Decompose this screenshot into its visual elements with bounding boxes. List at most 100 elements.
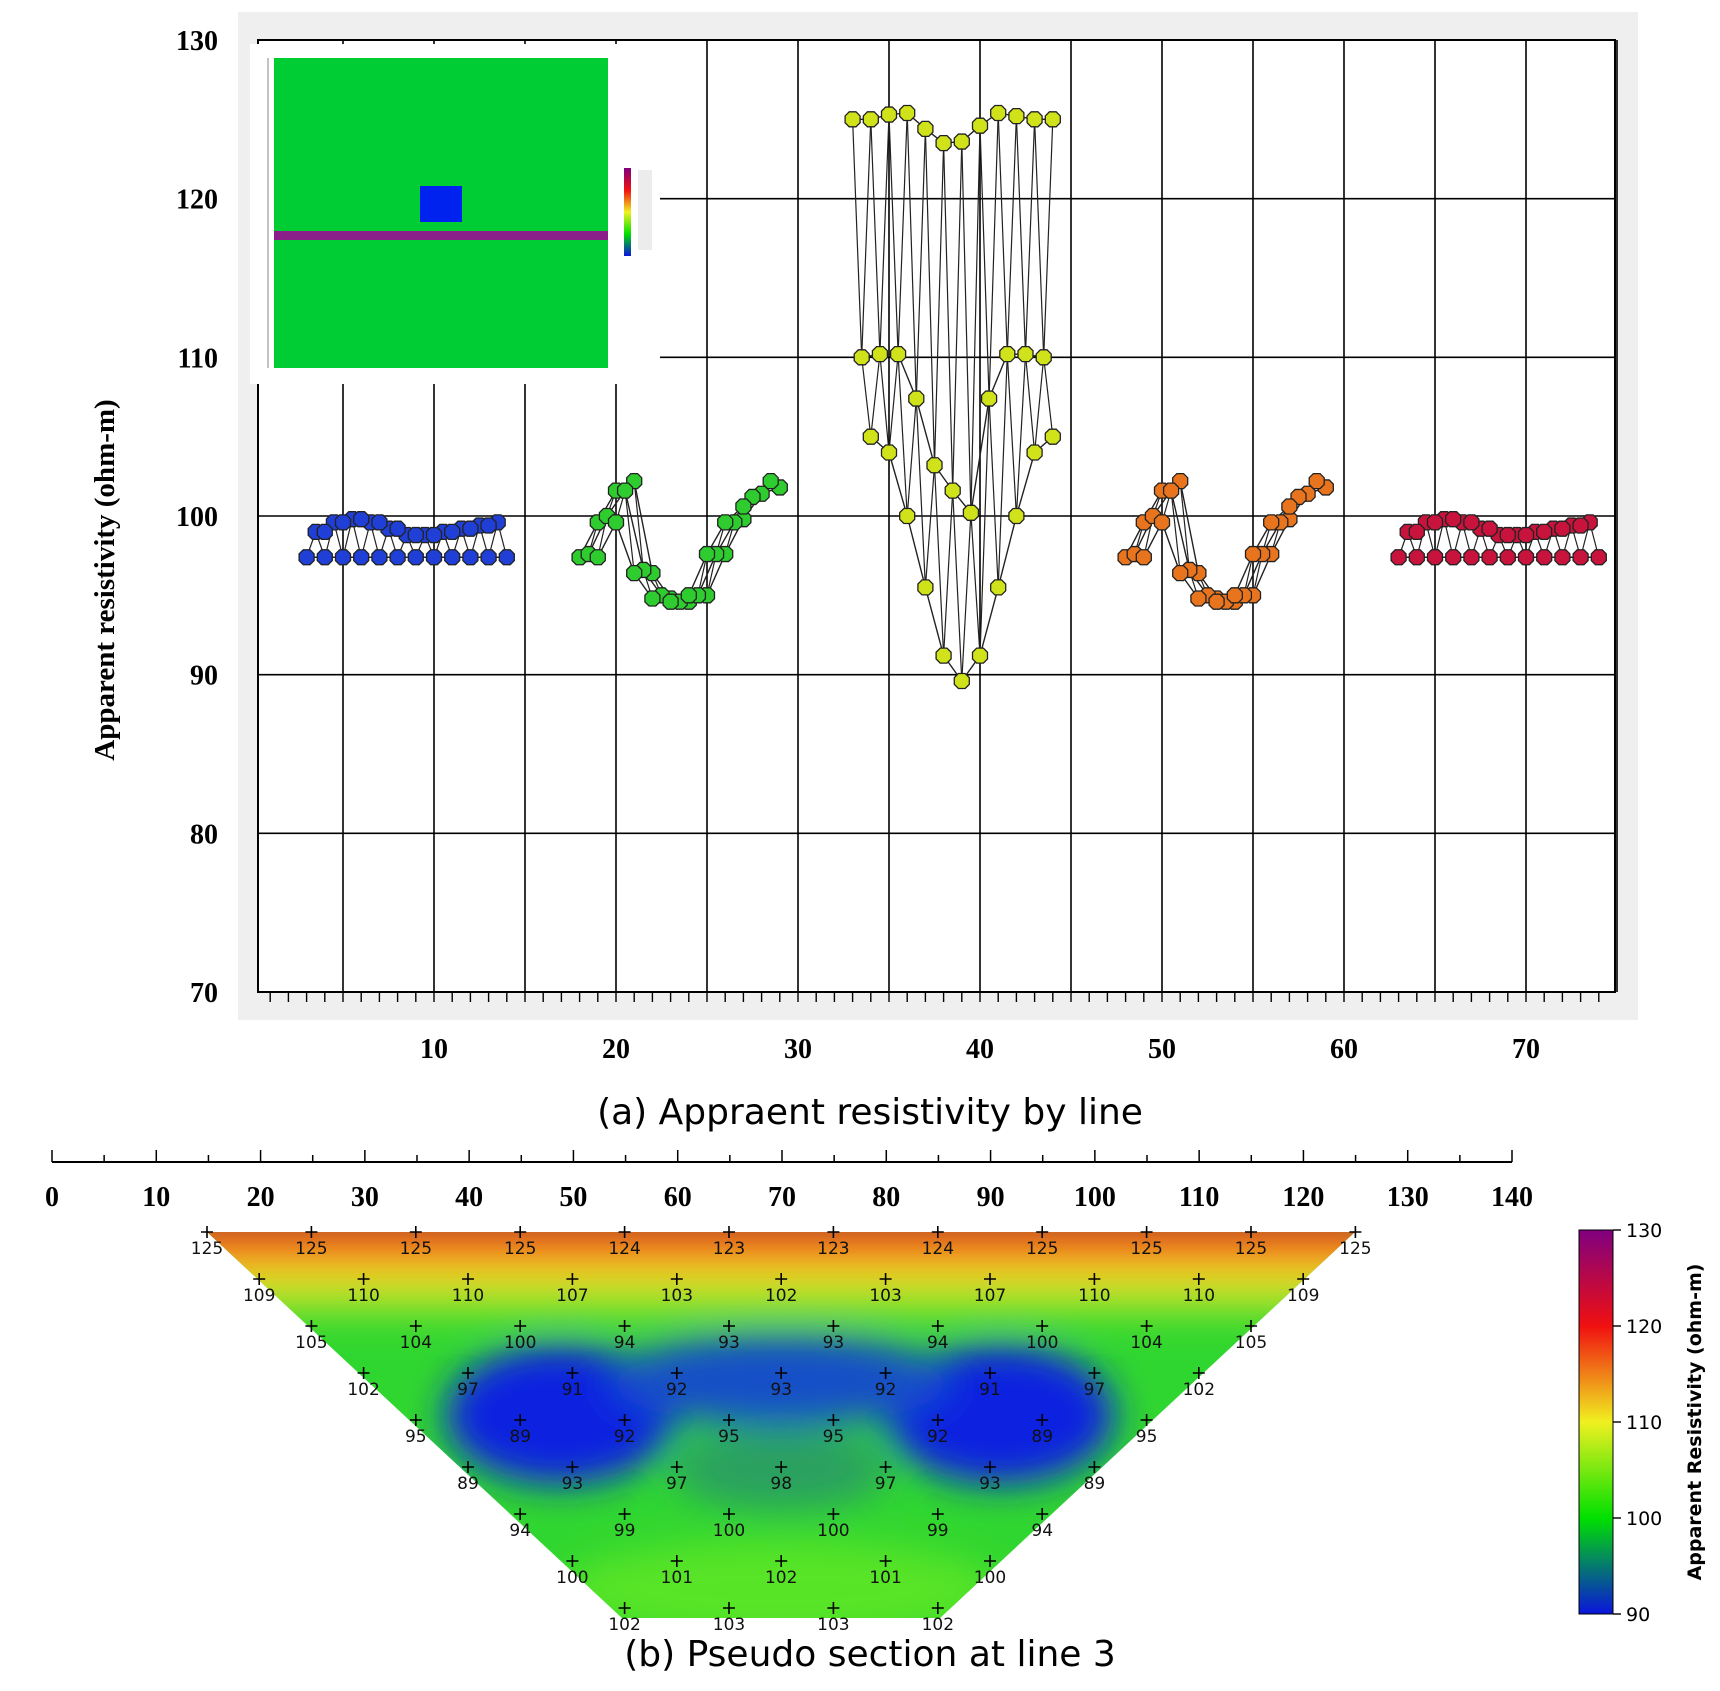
series-connector	[1006, 354, 1017, 517]
data-point	[616, 482, 634, 499]
x-tick-label: 30	[784, 1034, 812, 1065]
series-connector	[1006, 116, 1017, 355]
y-tick-labels-a: 70 80 90 100 110 120 130	[176, 26, 218, 1009]
pseudo-value: 105	[1235, 1333, 1267, 1353]
pseudo-value: 97	[1084, 1380, 1106, 1400]
chart-a: 70 80 90 100 110 120 130 10 20 30 40 50 60 70 Appare…	[89, 12, 1638, 1065]
data-point	[1044, 111, 1061, 128]
pseudo-point-marker	[618, 1320, 631, 1332]
series-connector	[997, 354, 1008, 588]
data-point	[926, 457, 943, 474]
x-tick-label-b: 120	[1282, 1182, 1324, 1213]
pseudo-value: 102	[1183, 1380, 1215, 1400]
data-point	[353, 511, 370, 528]
pseudo-value: 97	[666, 1474, 688, 1494]
series-connector	[943, 490, 954, 656]
y-tick-label: 110	[178, 343, 218, 374]
pseudo-value: 103	[713, 1615, 745, 1635]
series-connector	[879, 114, 890, 355]
pseudo-value: 102	[765, 1286, 797, 1306]
x-tick-label-b: 140	[1491, 1182, 1533, 1213]
pseudo-value: 94	[509, 1521, 531, 1541]
pseudo-value: 107	[974, 1286, 1006, 1306]
x-tick-label: 20	[602, 1034, 630, 1065]
data-point	[1481, 549, 1498, 566]
data-point	[1590, 549, 1607, 566]
pseudo-point-marker	[514, 1508, 527, 1520]
data-point	[371, 514, 388, 531]
data-point	[1408, 523, 1425, 541]
pseudo-point-marker	[670, 1461, 683, 1473]
data-point	[1244, 545, 1262, 563]
data-point	[1536, 549, 1553, 566]
series-connector	[915, 128, 926, 399]
data-point	[899, 104, 916, 122]
series-connector	[1034, 119, 1045, 358]
series-connector	[915, 398, 926, 588]
series-connector	[870, 354, 881, 437]
pseudo-point-marker	[984, 1461, 996, 1473]
pseudo-point-marker	[723, 1414, 735, 1426]
inset-model	[250, 44, 660, 384]
data-point	[480, 549, 497, 566]
pseudo-value: 102	[922, 1615, 954, 1635]
data-point	[1172, 564, 1189, 582]
data-point	[1263, 514, 1280, 531]
colorbar-ticks: 90 100 110 120 130	[1613, 1220, 1662, 1626]
series-connector	[1043, 119, 1054, 358]
pseudo-value: 104	[1130, 1333, 1162, 1353]
pseudo-value: 125	[504, 1239, 536, 1259]
data-point	[425, 526, 443, 544]
series-connector	[952, 141, 963, 491]
data-point	[407, 526, 424, 544]
data-point	[1408, 549, 1425, 566]
x-tick-label-b: 20	[247, 1182, 275, 1213]
pseudo-value: 125	[295, 1239, 327, 1259]
pseudo-point-marker	[566, 1461, 579, 1473]
pseudo-point-marker	[462, 1461, 474, 1473]
data-point	[1572, 517, 1589, 534]
pseudo-point-marker	[409, 1226, 422, 1238]
series-connector	[906, 398, 917, 517]
x-tick-label-b: 40	[455, 1182, 483, 1213]
pseudo-point-marker	[723, 1602, 735, 1614]
pseudo-point-marker	[357, 1367, 370, 1379]
data-point	[999, 346, 1016, 363]
grid-a	[258, 40, 1618, 992]
data-point	[990, 104, 1007, 122]
data-point	[844, 111, 861, 128]
colorbar-tick-label: 120	[1626, 1316, 1662, 1338]
data-point	[298, 549, 315, 566]
data-point	[962, 504, 980, 521]
data-point	[662, 593, 679, 610]
pseudo-point-marker	[827, 1414, 840, 1426]
data-point	[444, 523, 461, 541]
pseudo-point-marker	[514, 1226, 527, 1238]
data-point	[880, 444, 898, 461]
colorbar-b: 90 100 110 120 130 Apparent Resistivity (ohm…	[1578, 1220, 1706, 1626]
pseudo-value: 93	[823, 1333, 845, 1353]
pseudo-value: 91	[979, 1380, 1001, 1400]
pseudo-value: 89	[1084, 1474, 1106, 1494]
data-point	[462, 520, 479, 537]
x-tick-label-b: 30	[351, 1182, 379, 1213]
data-point	[480, 517, 497, 534]
series-connector	[933, 465, 945, 656]
pseudo-point-marker	[1349, 1226, 1362, 1238]
pseudo-point-marker	[775, 1367, 788, 1379]
data-point	[1481, 520, 1498, 537]
pseudo-value: 95	[405, 1427, 427, 1447]
series-connector	[979, 125, 990, 399]
pseudo-point-marker	[775, 1555, 788, 1567]
colorbar-gradient	[1578, 1229, 1614, 1615]
series-connector	[897, 354, 908, 517]
pseudo-value: 100	[713, 1521, 745, 1541]
data-point	[644, 590, 661, 607]
series-connector	[924, 465, 936, 588]
colorbar-tick-label: 110	[1626, 1412, 1662, 1434]
data-point	[425, 549, 443, 566]
pseudo-point-marker	[670, 1555, 683, 1567]
data-point	[1135, 549, 1152, 566]
series-connector	[979, 398, 990, 656]
pseudo-point-marker	[618, 1508, 631, 1520]
